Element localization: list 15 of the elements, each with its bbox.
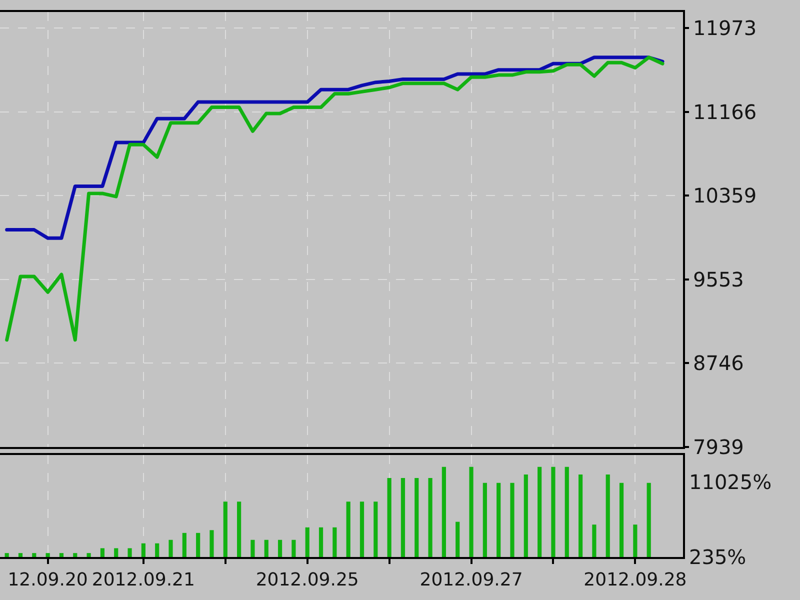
y-tick-label: 11025%	[689, 470, 772, 494]
y-tick-label: 7939	[693, 435, 744, 459]
x-tick-label: 2012.09.21	[92, 570, 195, 591]
x-tick-label: 2012.09.25	[256, 570, 359, 591]
y-tick-label: 9553	[693, 267, 744, 292]
y-tick-label: 10359	[693, 184, 757, 208]
line-series	[5, 56, 664, 342]
y-tick-label: 235%	[689, 545, 746, 569]
line-series	[5, 56, 664, 240]
y-tick-label: 8746	[693, 351, 744, 376]
x-tick-label: 2012.09.27	[420, 570, 523, 591]
y-tick-label: 11973	[693, 16, 757, 40]
x-tick-label: 2012.09.28	[584, 570, 687, 591]
x-tick-label: 12.09.20	[8, 570, 88, 591]
y-tick-label: 11166	[693, 100, 757, 124]
